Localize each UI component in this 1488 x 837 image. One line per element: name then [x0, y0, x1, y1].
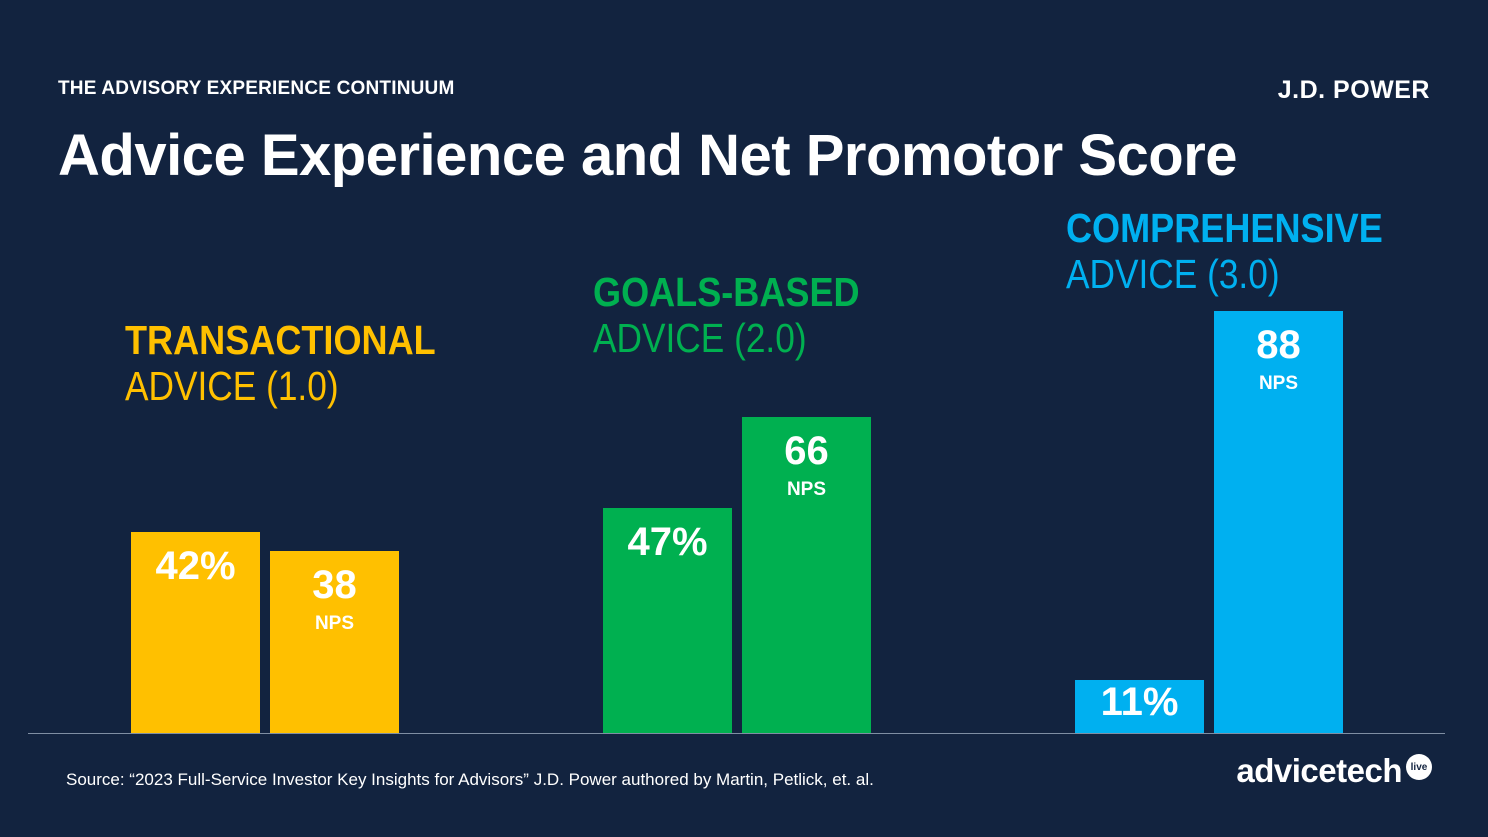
bar-value-label: 42%: [155, 544, 236, 588]
group-label-strong: GOALS-BASED: [593, 269, 860, 315]
group-label-strong: TRANSACTIONAL: [125, 317, 436, 363]
bar-value-label: 66: [784, 429, 829, 473]
group-label-comprehensive: COMPREHENSIVE ADVICE (3.0): [1066, 205, 1426, 298]
group-label-light: ADVICE (1.0): [125, 362, 339, 409]
live-badge-icon: live: [1406, 754, 1432, 780]
chart-baseline: [28, 733, 1445, 734]
logo-wordmark: advicetech: [1236, 752, 1402, 790]
bar-value-label: 38: [312, 563, 357, 607]
group-label-light: ADVICE (2.0): [593, 314, 807, 361]
logo-word-tech: tech: [1336, 752, 1402, 789]
brand-logo: J.D. POWER: [1277, 76, 1430, 104]
header-kicker: THE ADVISORY EXPERIENCE CONTINUUM: [58, 78, 455, 99]
bar-unit-label: NPS: [786, 479, 827, 500]
group-label-transactional: TRANSACTIONAL ADVICE (1.0): [125, 317, 478, 410]
group-label-goals-based: GOALS-BASED ADVICE (2.0): [593, 269, 896, 362]
bar-transactional-share: 42%: [131, 532, 260, 733]
bar-unit-label: NPS: [1258, 373, 1299, 394]
bar-transactional-nps: 38 NPS: [270, 551, 399, 733]
bar-value-label: 11%: [1100, 680, 1179, 724]
bar-unit-label: NPS: [314, 613, 355, 634]
bar-goals-based-share: 47%: [603, 508, 732, 733]
bar-goals-based-nps: 66 NPS: [742, 417, 871, 733]
source-note: Source: “2023 Full-Service Investor Key …: [66, 770, 874, 789]
page-title: Advice Experience and Net Promotor Score: [58, 123, 1238, 188]
bar-comprehensive-share: 11%: [1075, 680, 1204, 733]
group-label-strong: COMPREHENSIVE: [1066, 205, 1383, 251]
bar-value-label: 47%: [627, 520, 708, 564]
logo-word-advice: advice: [1236, 752, 1337, 789]
advicetech-logo: advicetech live: [1236, 752, 1432, 790]
group-label-light: ADVICE (3.0): [1066, 250, 1280, 297]
bar-value-label: 88: [1256, 323, 1301, 367]
bar-comprehensive-nps: 88 NPS: [1214, 311, 1343, 733]
